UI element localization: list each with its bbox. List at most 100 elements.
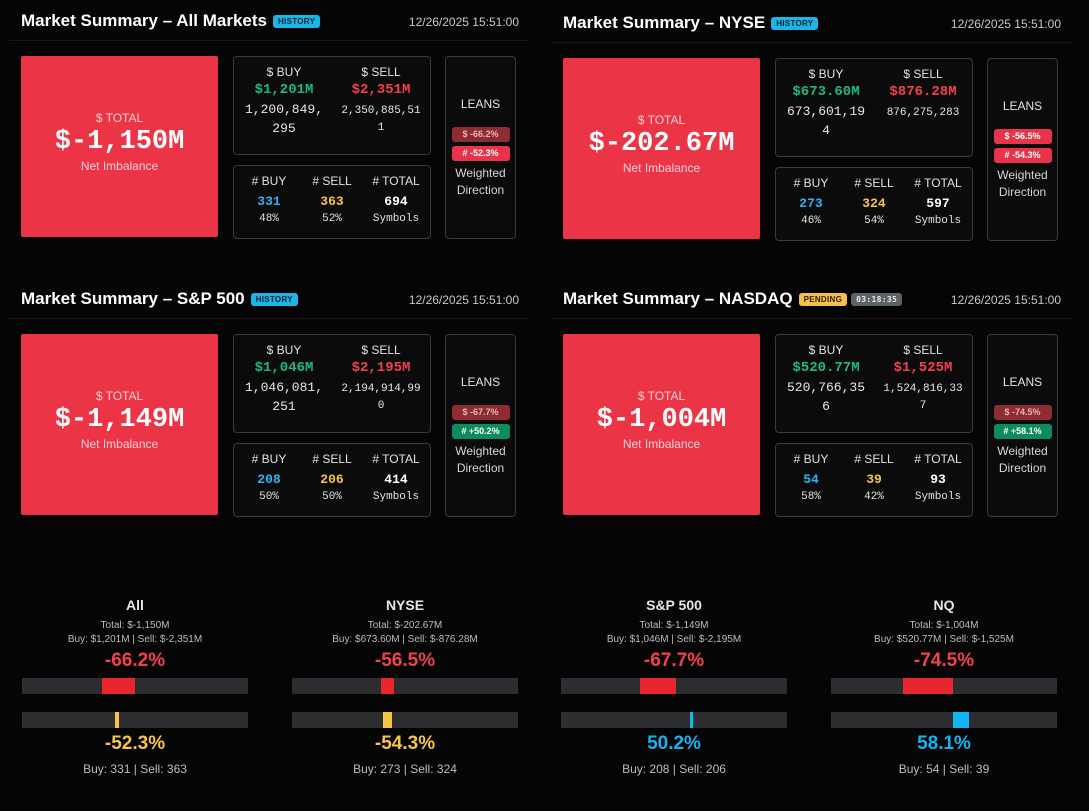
count-total-label: # TOTAL: [914, 452, 962, 466]
dollar-lean-bar: [292, 678, 518, 694]
gauge-market-name: NYSE: [385, 597, 425, 613]
symbol-counts-box: # BUY 208 50% # SELL 206 50% # TOTAL 414…: [233, 443, 431, 517]
gauge-buysell-line: Buy: $673.60M | Sell: $-876.28M: [332, 634, 478, 645]
symbols-label: Symbols: [914, 491, 962, 503]
dollar-buy-column: $ BUY $1,201M 1,200,849, 295: [238, 65, 330, 138]
history-badge[interactable]: HISTORY: [250, 293, 298, 306]
count-buy-pct: 58%: [801, 491, 821, 503]
count-sell-pct: 54%: [864, 215, 884, 227]
net-imbalance-tile: $ TOTAL $-1,004M Net Imbalance: [563, 334, 760, 515]
buy-label: $ BUY: [266, 343, 302, 357]
dollar-buy-column: $ BUY $1,046M 1,046,081, 251: [238, 343, 330, 416]
count-buy-pct: 48%: [259, 213, 279, 225]
summary-panel-sp500: Market Summary – S&P 500 HISTORY 12/26/20…: [9, 280, 529, 520]
count-buy-label: # BUY: [251, 452, 287, 466]
panel-title: Market Summary – NASDAQ PENDING 03:18:35: [563, 289, 903, 309]
count-total-column: # TOTAL 93 Symbols: [906, 452, 970, 503]
summary-panel-nyse: Market Summary – NYSE HISTORY 12/26/2025 …: [551, 4, 1071, 244]
lean-gauge-nyse: NYSE Total: $-202.67M Buy: $673.60M | Se…: [292, 597, 518, 776]
count-sell-value: 363: [320, 194, 344, 209]
count-sell-pct: 50%: [322, 491, 342, 503]
buy-label: $ BUY: [808, 67, 844, 81]
total-value: $-1,004M: [596, 405, 727, 435]
gauge-buysell-line: Buy: $1,201M | Sell: $-2,351M: [67, 634, 203, 645]
leans-box: LEANS $ -74.5% # +58.1% Weighted Directio…: [987, 334, 1058, 517]
count-sell-pct: 52%: [322, 213, 342, 225]
total-label: $ TOTAL: [95, 111, 144, 125]
count-sell-value: 324: [862, 196, 886, 211]
buy-raw-line-2: 251: [272, 399, 296, 414]
count-sell-label: # SELL: [312, 174, 352, 188]
dollar-amounts-box: $ BUY $520.77M 520,766,35 6 $ SELL $1,52…: [775, 334, 973, 433]
panel-header: Market Summary – S&P 500 HISTORY 12/26/20…: [9, 280, 529, 319]
dollar-lean-pill: $ -56.5%: [993, 129, 1052, 144]
count-lean-value: -52.3%: [104, 733, 166, 754]
buy-raw-line-1: 673,601,19: [786, 104, 865, 119]
buy-raw-line-2: 4: [822, 123, 830, 138]
count-lean-bar: [292, 712, 518, 728]
count-buy-column: # BUY 208 50%: [238, 452, 300, 503]
weighted-direction-label: Weighted Direction: [997, 168, 1048, 199]
count-total-label: # TOTAL: [372, 174, 420, 188]
count-buy-value: 54: [803, 472, 819, 487]
count-lean-fill: [382, 712, 392, 728]
count-buy-value: 331: [257, 194, 281, 209]
symbol-counts-box: # BUY 54 58% # SELL 39 42% # TOTAL 93 Sy…: [775, 443, 973, 517]
buy-raw-line-1: 1,046,081,: [244, 380, 323, 395]
timestamp: 12/26/2025 15:51:00: [950, 293, 1061, 307]
dollar-lean-fill: [639, 678, 676, 694]
countdown-timer: 03:18:35: [851, 293, 903, 306]
symbol-counts-box: # BUY 273 46% # SELL 324 54% # TOTAL 597…: [775, 167, 973, 241]
buy-raw-line-2: 295: [272, 121, 296, 136]
weighted-direction-label: Weighted Direction: [997, 444, 1048, 475]
gauge-total-line: Total: $-1,150M: [100, 620, 170, 631]
count-buy-value: 273: [799, 196, 823, 211]
symbols-label: Symbols: [372, 491, 420, 503]
dollar-amounts-box: $ BUY $673.60M 673,601,19 4 $ SELL $876.…: [775, 58, 973, 157]
history-badge[interactable]: HISTORY: [771, 17, 819, 30]
leans-label: LEANS: [1002, 375, 1043, 389]
buy-raw-line-2: 6: [822, 399, 830, 414]
count-sell-label: # SELL: [854, 176, 894, 190]
sell-raw-line-1: 2,350,885,51: [341, 105, 421, 117]
panel-title: Market Summary – All Markets HISTORY: [21, 11, 321, 31]
dollar-buy-column: $ BUY $520.77M 520,766,35 6: [780, 343, 872, 416]
count-sell-label: # SELL: [312, 452, 352, 466]
sell-label: $ SELL: [361, 65, 401, 79]
count-total-label: # TOTAL: [914, 176, 962, 190]
dollar-amounts-box: $ BUY $1,201M 1,200,849, 295 $ SELL $2,3…: [233, 56, 431, 155]
count-lean-fill: [690, 712, 694, 728]
lean-gauge-sp500: S&P 500 Total: $-1,149M Buy: $1,046M | S…: [561, 597, 787, 776]
buy-short-value: $1,201M: [254, 82, 314, 98]
timestamp: 12/26/2025 15:51:00: [408, 15, 519, 29]
count-sell-column: # SELL 39 42%: [843, 452, 905, 503]
symbols-label: Symbols: [914, 215, 962, 227]
count-sell-value: 39: [866, 472, 882, 487]
net-imbalance-label: Net Imbalance: [80, 159, 159, 173]
weighted-direction-label: Weighted Direction: [455, 166, 506, 197]
sell-raw-line-2: 0: [377, 400, 385, 412]
dollar-sell-column: $ SELL $876.28M 876,275,283: [876, 67, 970, 122]
dollar-lean-pill: $ -66.2%: [451, 127, 510, 142]
dollar-lean-value: -56.5%: [374, 650, 436, 671]
leans-box: LEANS $ -56.5% # -54.3% Weighted Directio…: [987, 58, 1058, 241]
count-total-column: # TOTAL 414 Symbols: [364, 452, 428, 503]
total-label: $ TOTAL: [637, 389, 686, 403]
net-imbalance-tile: $ TOTAL $-1,149M Net Imbalance: [21, 334, 218, 515]
count-sell-column: # SELL 206 50%: [301, 452, 363, 503]
gauge-count-line: Buy: 331 | Sell: 363: [83, 762, 187, 776]
count-sell-value: 206: [320, 472, 344, 487]
gauge-count-line: Buy: 208 | Sell: 206: [622, 762, 726, 776]
dollar-lean-bar: [561, 678, 787, 694]
sell-label: $ SELL: [903, 67, 943, 81]
gauge-count-line: Buy: 54 | Sell: 39: [898, 762, 990, 776]
total-value: $-1,150M: [54, 127, 185, 157]
pending-badge[interactable]: PENDING: [798, 293, 848, 306]
dollar-lean-value: -67.7%: [643, 650, 705, 671]
count-sell-label: # SELL: [854, 452, 894, 466]
summary-panel-all-markets: Market Summary – All Markets HISTORY 12/2…: [9, 2, 529, 242]
history-badge[interactable]: HISTORY: [272, 15, 321, 28]
buy-short-value: $673.60M: [792, 84, 860, 100]
buy-short-value: $520.77M: [792, 360, 860, 376]
dollar-sell-column: $ SELL $2,351M 2,350,885,51 1: [334, 65, 428, 137]
